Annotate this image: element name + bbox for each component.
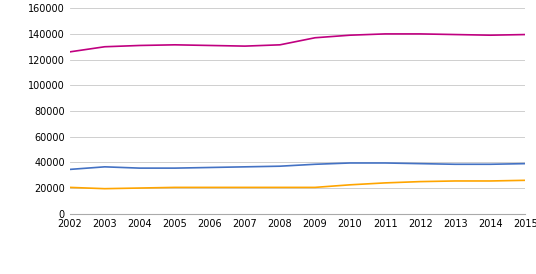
Uudet opiskelijat bbox=[101, 165, 108, 169]
Line: Opiskelijat: Opiskelijat bbox=[70, 34, 525, 52]
Line: Tutkinnot: Tutkinnot bbox=[70, 180, 525, 189]
Uudet opiskelijat bbox=[66, 168, 73, 171]
Tutkinnot bbox=[312, 186, 318, 189]
Uudet opiskelijat bbox=[207, 166, 213, 169]
Uudet opiskelijat bbox=[417, 162, 423, 165]
Tutkinnot bbox=[487, 179, 494, 182]
Opiskelijat bbox=[487, 33, 494, 37]
Opiskelijat bbox=[242, 44, 248, 48]
Opiskelijat bbox=[417, 32, 423, 36]
Tutkinnot bbox=[66, 186, 73, 189]
Tutkinnot bbox=[417, 180, 423, 183]
Tutkinnot bbox=[277, 186, 283, 189]
Line: Uudet opiskelijat: Uudet opiskelijat bbox=[70, 163, 525, 169]
Uudet opiskelijat bbox=[277, 165, 283, 168]
Tutkinnot bbox=[137, 186, 143, 190]
Uudet opiskelijat bbox=[347, 161, 353, 165]
Uudet opiskelijat bbox=[172, 167, 178, 170]
Tutkinnot bbox=[172, 186, 178, 189]
Tutkinnot bbox=[242, 186, 248, 189]
Uudet opiskelijat bbox=[522, 162, 528, 165]
Tutkinnot bbox=[207, 186, 213, 189]
Uudet opiskelijat bbox=[487, 163, 494, 166]
Tutkinnot bbox=[382, 181, 388, 185]
Opiskelijat bbox=[382, 32, 388, 36]
Opiskelijat bbox=[101, 45, 108, 48]
Opiskelijat bbox=[66, 50, 73, 53]
Opiskelijat bbox=[277, 43, 283, 47]
Uudet opiskelijat bbox=[137, 167, 143, 170]
Tutkinnot bbox=[522, 179, 528, 182]
Uudet opiskelijat bbox=[242, 165, 248, 169]
Opiskelijat bbox=[207, 44, 213, 47]
Uudet opiskelijat bbox=[382, 161, 388, 165]
Uudet opiskelijat bbox=[312, 163, 318, 166]
Uudet opiskelijat bbox=[452, 163, 458, 166]
Tutkinnot bbox=[347, 183, 353, 187]
Tutkinnot bbox=[452, 179, 458, 182]
Opiskelijat bbox=[347, 33, 353, 37]
Opiskelijat bbox=[312, 36, 318, 39]
Tutkinnot bbox=[101, 187, 108, 190]
Opiskelijat bbox=[137, 44, 143, 47]
Opiskelijat bbox=[172, 43, 178, 47]
Opiskelijat bbox=[522, 33, 528, 36]
Opiskelijat bbox=[452, 33, 458, 36]
